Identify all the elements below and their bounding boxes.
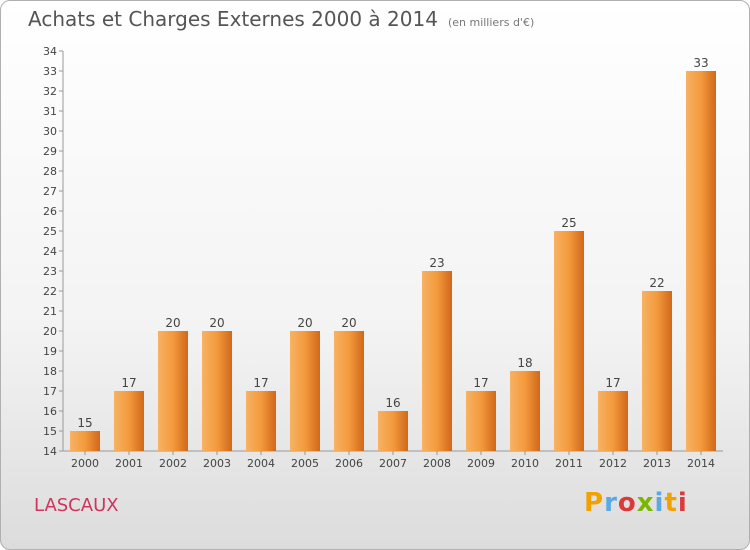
bar	[422, 271, 452, 451]
unit-label: (en milliers d'€)	[447, 16, 535, 29]
logo-letter: x	[636, 488, 655, 518]
y-tick-label: 18	[43, 365, 57, 378]
bar-value-label: 17	[253, 376, 268, 390]
x-tick-label: 2001	[115, 457, 143, 470]
x-tick-label: 2002	[159, 457, 187, 470]
bar-value-label: 18	[517, 356, 532, 370]
bar	[510, 371, 540, 451]
bar	[642, 291, 672, 451]
bar-value-label: 20	[209, 316, 224, 330]
bar	[290, 331, 320, 451]
y-tick-label: 23	[43, 265, 57, 278]
y-tick-label: 28	[43, 165, 57, 178]
place-name: LASCAUX	[34, 495, 119, 516]
bar-value-label: 25	[561, 216, 576, 230]
bar	[70, 431, 100, 451]
bar	[554, 231, 584, 451]
bar-value-label: 20	[297, 316, 312, 330]
x-tick-label: 2005	[291, 457, 319, 470]
x-tick-label: 2012	[599, 457, 627, 470]
y-tick-label: 26	[43, 205, 57, 218]
x-tick-label: 2006	[335, 457, 363, 470]
x-tick-label: 2010	[511, 457, 539, 470]
chart-title: Achats et Charges Externes 2000 à 2014 (e…	[28, 7, 534, 31]
y-tick-label: 30	[43, 125, 57, 138]
bar-value-label: 17	[121, 376, 136, 390]
y-tick-label: 22	[43, 285, 57, 298]
title-text: Achats et Charges Externes 2000 à 2014	[28, 7, 438, 31]
logo-letter: r	[604, 488, 618, 518]
y-tick-label: 21	[43, 305, 57, 318]
x-tick-label: 2014	[687, 457, 715, 470]
bar-value-label: 20	[341, 316, 356, 330]
y-tick-label: 27	[43, 185, 57, 198]
bar	[114, 391, 144, 451]
y-tick-label: 17	[43, 385, 57, 398]
axes: 14 15 16 17 18 19 20 21 22 23 24 25 26 27 28 29 30 31 32 33…	[43, 45, 723, 470]
y-tick-label: 25	[43, 225, 57, 238]
logo-letter: t	[664, 488, 678, 518]
bar	[202, 331, 232, 451]
logo-letter: o	[617, 488, 637, 518]
y-tick-label: 31	[43, 105, 57, 118]
y-tick-label: 15	[43, 425, 57, 438]
y-tick-label: 32	[43, 85, 57, 98]
bar-value-label: 15	[77, 416, 92, 430]
logo-letter: P	[584, 488, 605, 518]
y-tick-label: 29	[43, 145, 57, 158]
y-tick-label: 14	[43, 445, 57, 458]
bar-value-label: 16	[385, 396, 400, 410]
x-tick-label: 2007	[379, 457, 407, 470]
logo-letter: i	[654, 488, 665, 518]
bar	[246, 391, 276, 451]
bars: 15 17 20 20 17 20 20 16 23 17 18 25 17 22 33	[70, 56, 716, 451]
bar-value-label: 22	[649, 276, 664, 290]
y-tick-label: 19	[43, 345, 57, 358]
x-tick-label: 2008	[423, 457, 451, 470]
x-tick-label: 2011	[555, 457, 583, 470]
bar	[158, 331, 188, 451]
x-tick-label: 2003	[203, 457, 231, 470]
bar-value-label: 23	[429, 256, 444, 270]
bar	[378, 411, 408, 451]
y-tick-label: 34	[43, 45, 57, 58]
logo-letter: i	[677, 488, 688, 518]
x-tick-label: 2000	[71, 457, 99, 470]
y-tick-label: 20	[43, 325, 57, 338]
y-tick-label: 33	[43, 65, 57, 78]
x-tick-label: 2013	[643, 457, 671, 470]
bar-value-label: 17	[605, 376, 620, 390]
y-tick-label: 24	[43, 245, 57, 258]
bar-value-label: 33	[693, 56, 708, 70]
bar-value-label: 20	[165, 316, 180, 330]
x-tick-label: 2009	[467, 457, 495, 470]
bar	[466, 391, 496, 451]
proxiti-logo: Proxiti	[584, 488, 688, 518]
bar	[334, 331, 364, 451]
bar	[686, 71, 716, 451]
bar-value-label: 17	[473, 376, 488, 390]
x-tick-label: 2004	[247, 457, 275, 470]
bar	[598, 391, 628, 451]
y-tick-label: 16	[43, 405, 57, 418]
